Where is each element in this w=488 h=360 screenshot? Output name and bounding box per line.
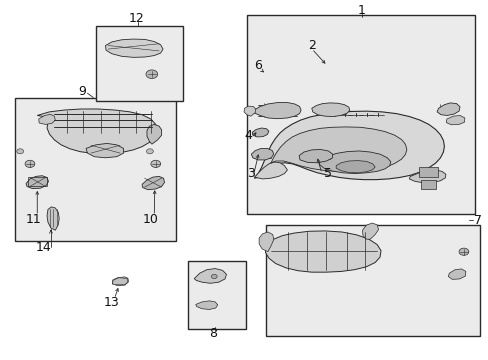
Bar [27, 177, 47, 186]
Text: 7: 7 [472, 214, 481, 227]
Polygon shape [254, 111, 444, 180]
Polygon shape [408, 170, 445, 183]
Bar [15, 98, 176, 241]
Circle shape [146, 70, 158, 78]
Polygon shape [252, 128, 268, 137]
Polygon shape [105, 39, 163, 57]
Circle shape [146, 149, 153, 154]
Polygon shape [446, 116, 464, 125]
Polygon shape [265, 231, 380, 272]
Text: 6: 6 [254, 59, 262, 72]
Polygon shape [194, 269, 226, 283]
Text: 12: 12 [128, 12, 144, 25]
Text: 11: 11 [26, 213, 41, 226]
Text: 2: 2 [307, 39, 315, 52]
Polygon shape [362, 223, 378, 239]
Polygon shape [447, 269, 465, 279]
Polygon shape [47, 207, 59, 230]
Text: 10: 10 [142, 213, 159, 226]
Polygon shape [259, 232, 273, 252]
Bar [420, 180, 435, 189]
Polygon shape [319, 151, 390, 174]
Text: 8: 8 [208, 327, 216, 340]
Polygon shape [254, 162, 287, 179]
Text: 9: 9 [79, 85, 86, 98]
Polygon shape [147, 125, 161, 144]
Bar [266, 225, 479, 336]
Circle shape [458, 248, 468, 255]
Polygon shape [299, 149, 332, 163]
Polygon shape [335, 161, 374, 173]
Polygon shape [142, 176, 164, 190]
Text: 1: 1 [357, 4, 365, 17]
Text: 4: 4 [244, 129, 252, 142]
Circle shape [25, 160, 35, 167]
Polygon shape [37, 109, 157, 153]
Polygon shape [254, 103, 301, 119]
Polygon shape [436, 103, 459, 116]
Polygon shape [265, 127, 406, 173]
Polygon shape [251, 148, 273, 160]
Polygon shape [311, 103, 349, 117]
Polygon shape [39, 114, 55, 125]
Bar [246, 15, 474, 214]
Polygon shape [195, 301, 217, 310]
Polygon shape [26, 176, 48, 189]
Text: 5: 5 [324, 167, 332, 180]
Bar [96, 26, 182, 101]
Text: 14: 14 [36, 241, 51, 254]
Circle shape [17, 149, 23, 154]
Text: 3: 3 [246, 167, 254, 180]
Polygon shape [86, 143, 123, 158]
Bar [418, 167, 437, 177]
Polygon shape [244, 106, 255, 116]
Text: 13: 13 [104, 296, 120, 309]
Circle shape [211, 274, 217, 279]
Circle shape [151, 160, 160, 167]
Polygon shape [112, 277, 128, 286]
Bar [188, 261, 245, 329]
